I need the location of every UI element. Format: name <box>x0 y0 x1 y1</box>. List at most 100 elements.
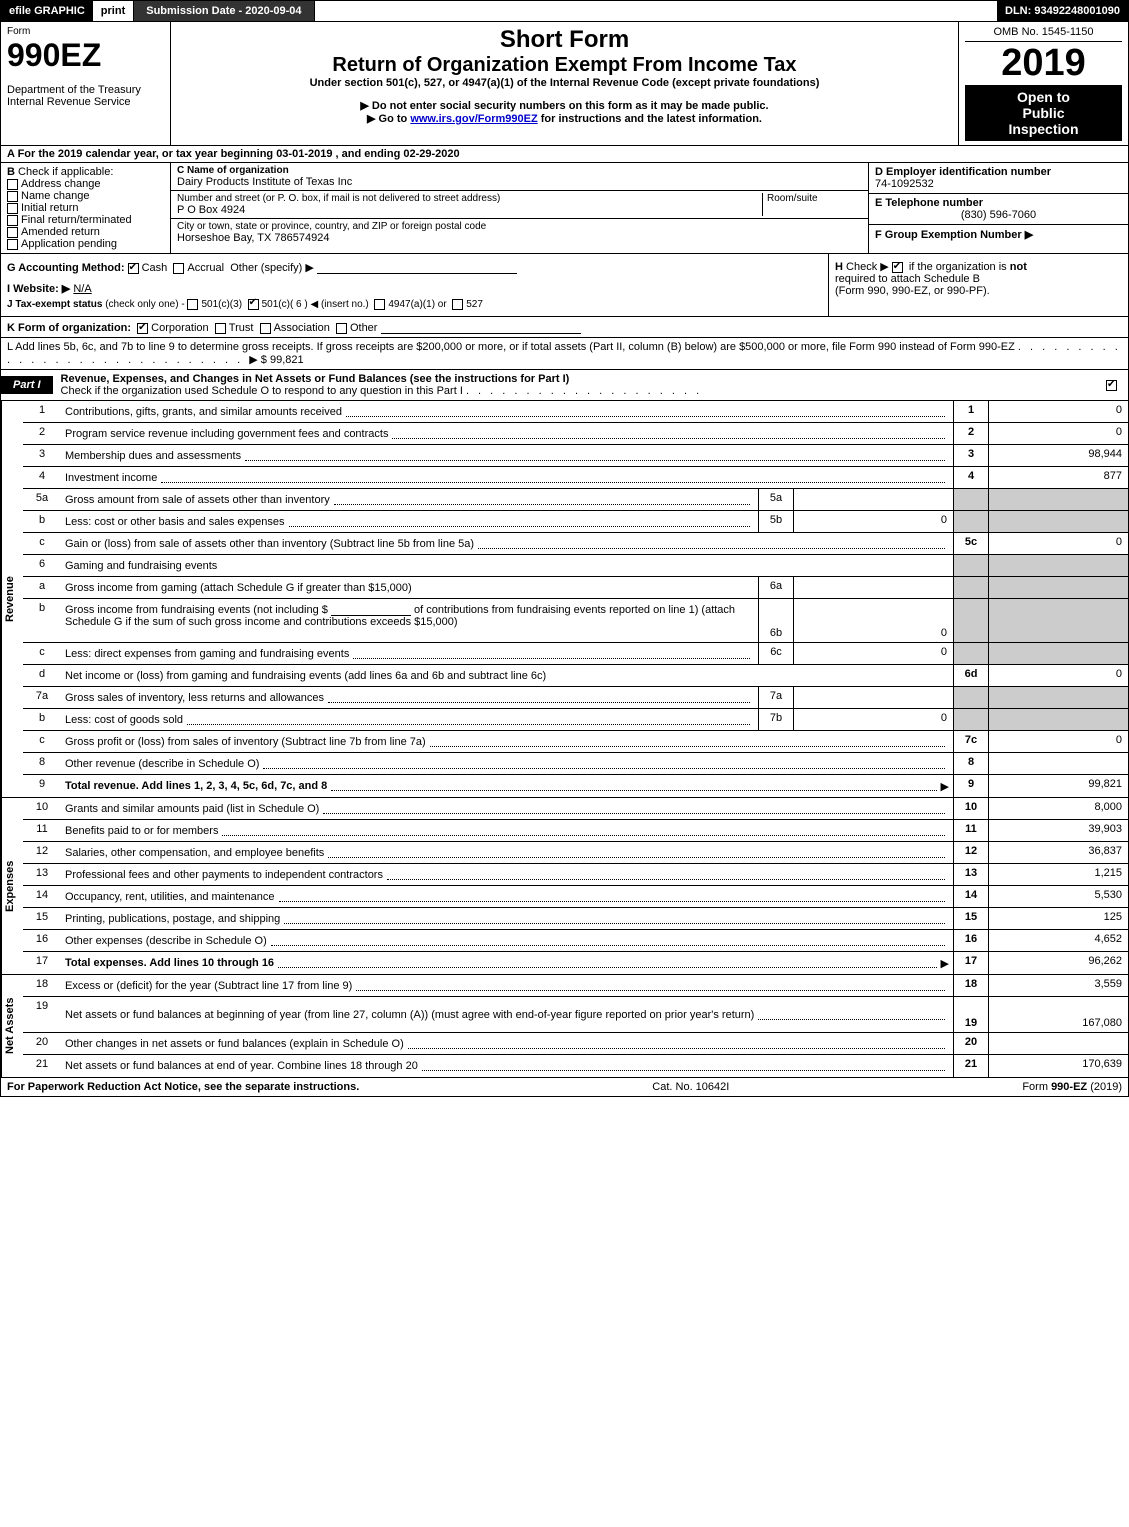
row-a-tax-year: A For the 2019 calendar year, or tax yea… <box>0 146 1129 163</box>
footer-right: Form 990-EZ (2019) <box>1022 1081 1122 1093</box>
chk-amended-return[interactable] <box>7 227 18 238</box>
ln-2-val: 0 <box>988 423 1128 444</box>
ln-12-desc: Salaries, other compensation, and employ… <box>65 847 324 859</box>
ln-3-rn: 3 <box>953 445 988 466</box>
j-tax-exempt-row: J Tax-exempt status (check only one) - 5… <box>7 299 822 310</box>
goto-post: for instructions and the latest informat… <box>541 113 762 125</box>
ln-6b-num: b <box>23 599 61 642</box>
ln-19-num: 19 <box>23 997 61 1032</box>
chk-h[interactable] <box>892 262 903 273</box>
ln-5a-desc: Gross amount from sale of assets other t… <box>65 494 330 506</box>
chk-other-org[interactable] <box>336 323 347 334</box>
chk-address-change[interactable] <box>7 179 18 190</box>
h-text4: (Form 990, 990-EZ, or 990-PF). <box>835 285 990 297</box>
ln-6d-val: 0 <box>988 665 1128 686</box>
chk-501c[interactable] <box>248 299 259 310</box>
other-org-field[interactable] <box>381 320 581 334</box>
org-name: Dairy Products Institute of Texas Inc <box>177 176 862 188</box>
e-phone-label: E Telephone number <box>875 197 983 209</box>
lbl-501c3: 501(c)(3) <box>201 299 242 310</box>
chk-schedule-o-part-i[interactable] <box>1106 380 1117 391</box>
top-bar: efile GRAPHIC print Submission Date - 20… <box>0 0 1129 22</box>
ln-9-val: 99,821 <box>988 775 1128 797</box>
title-short: Short Form <box>177 26 952 54</box>
ln-9-rn: 9 <box>953 775 988 797</box>
chk-501c3[interactable] <box>187 299 198 310</box>
ln-7b-sv: 0 <box>793 709 953 730</box>
k-label: K Form of organization: <box>7 322 131 334</box>
ln-17-desc: Total expenses. Add lines 10 through 16 <box>65 957 274 969</box>
f-group-label: F Group Exemption Number ▶ <box>875 229 1033 241</box>
ln-4-num: 4 <box>23 467 61 488</box>
chk-527[interactable] <box>452 299 463 310</box>
lbl-501c: 501(c)( 6 ) ◀ (insert no.) <box>262 299 369 310</box>
ln-12-rn: 12 <box>953 842 988 863</box>
print-button[interactable]: print <box>93 1 134 21</box>
inspect-1: Open to <box>969 89 1118 105</box>
ln-15-desc: Printing, publications, postage, and shi… <box>65 913 280 925</box>
ln-20-desc: Other changes in net assets or fund bala… <box>65 1038 404 1050</box>
lbl-initial-return: Initial return <box>21 202 78 214</box>
ln-6d-desc: Net income or (loss) from gaming and fun… <box>65 670 546 682</box>
c-street-label: Number and street (or P. O. box, if mail… <box>177 193 762 204</box>
lbl-association: Association <box>274 322 330 334</box>
omb-number: OMB No. 1545-1150 <box>965 26 1122 42</box>
ln-18-num: 18 <box>23 975 61 996</box>
ln-6c-rn-shade <box>953 643 988 664</box>
ln-6-rv-shade <box>988 555 1128 576</box>
chk-corporation[interactable] <box>137 323 148 334</box>
chk-accrual[interactable] <box>173 263 184 274</box>
ln-6d-rn: 6d <box>953 665 988 686</box>
lbl-527: 527 <box>466 299 483 310</box>
ln-5b-rn-shade <box>953 511 988 532</box>
ln-18-desc: Excess or (deficit) for the year (Subtra… <box>65 980 352 992</box>
lbl-corporation: Corporation <box>151 322 208 334</box>
ln-6b-desc: Gross income from fundraising events (no… <box>65 604 328 616</box>
irs-label: Internal Revenue Service <box>7 96 164 108</box>
part-i-title: Revenue, Expenses, and Changes in Net As… <box>61 373 570 385</box>
ln-17-val: 96,262 <box>988 952 1128 974</box>
chk-4947[interactable] <box>374 299 385 310</box>
ln-7a-rn-shade <box>953 687 988 708</box>
ln-5b-sv: 0 <box>793 511 953 532</box>
g-accounting-method: G Accounting Method: Cash Accrual Other … <box>7 260 822 274</box>
d-ein-label: D Employer identification number <box>875 166 1051 178</box>
ln-5c-desc: Gain or (loss) from sale of assets other… <box>65 538 474 550</box>
i-website-row: I Website: ▶ N/A <box>7 282 822 295</box>
j-label: J Tax-exempt status <box>7 299 102 310</box>
ln-8-val <box>988 753 1128 774</box>
ln-7a-num: 7a <box>23 687 61 708</box>
ln-7c-desc: Gross profit or (loss) from sales of inv… <box>65 736 426 748</box>
l-arrow: ▶ <box>249 354 257 366</box>
chk-initial-return[interactable] <box>7 203 18 214</box>
ein-value: 74-1092532 <box>875 178 934 190</box>
ln-13-val: 1,215 <box>988 864 1128 885</box>
ln-8-num: 8 <box>23 753 61 774</box>
other-method-field[interactable] <box>317 260 517 274</box>
ln-7a-rv-shade <box>988 687 1128 708</box>
ln-6b-blank[interactable] <box>331 602 411 616</box>
chk-trust[interactable] <box>215 323 226 334</box>
footer-right-post: (2019) <box>1087 1081 1122 1093</box>
ln-5c-rn: 5c <box>953 533 988 554</box>
chk-association[interactable] <box>260 323 271 334</box>
lbl-trust: Trust <box>229 322 254 334</box>
irs-link[interactable]: www.irs.gov/Form990EZ <box>410 113 537 125</box>
ln-7b-rv-shade <box>988 709 1128 730</box>
tax-year: 2019 <box>965 42 1122 85</box>
l-amount: $ 99,821 <box>261 354 304 366</box>
chk-final-return[interactable] <box>7 215 18 226</box>
ssn-warning: ▶ Do not enter social security numbers o… <box>177 99 952 112</box>
ln-15-val: 125 <box>988 908 1128 929</box>
chk-name-change[interactable] <box>7 191 18 202</box>
ln-6c-sv: 0 <box>793 643 953 664</box>
efile-graphic-label: efile GRAPHIC <box>1 1 93 21</box>
part-i-label: Part I <box>1 376 53 394</box>
ln-9-num: 9 <box>23 775 61 797</box>
chk-application-pending[interactable] <box>7 239 18 250</box>
ln-16-num: 16 <box>23 930 61 951</box>
chk-cash[interactable] <box>128 263 139 274</box>
ln-21-num: 21 <box>23 1055 61 1077</box>
i-website-label: I Website: ▶ <box>7 283 70 295</box>
ln-19-desc: Net assets or fund balances at beginning… <box>65 1009 754 1021</box>
